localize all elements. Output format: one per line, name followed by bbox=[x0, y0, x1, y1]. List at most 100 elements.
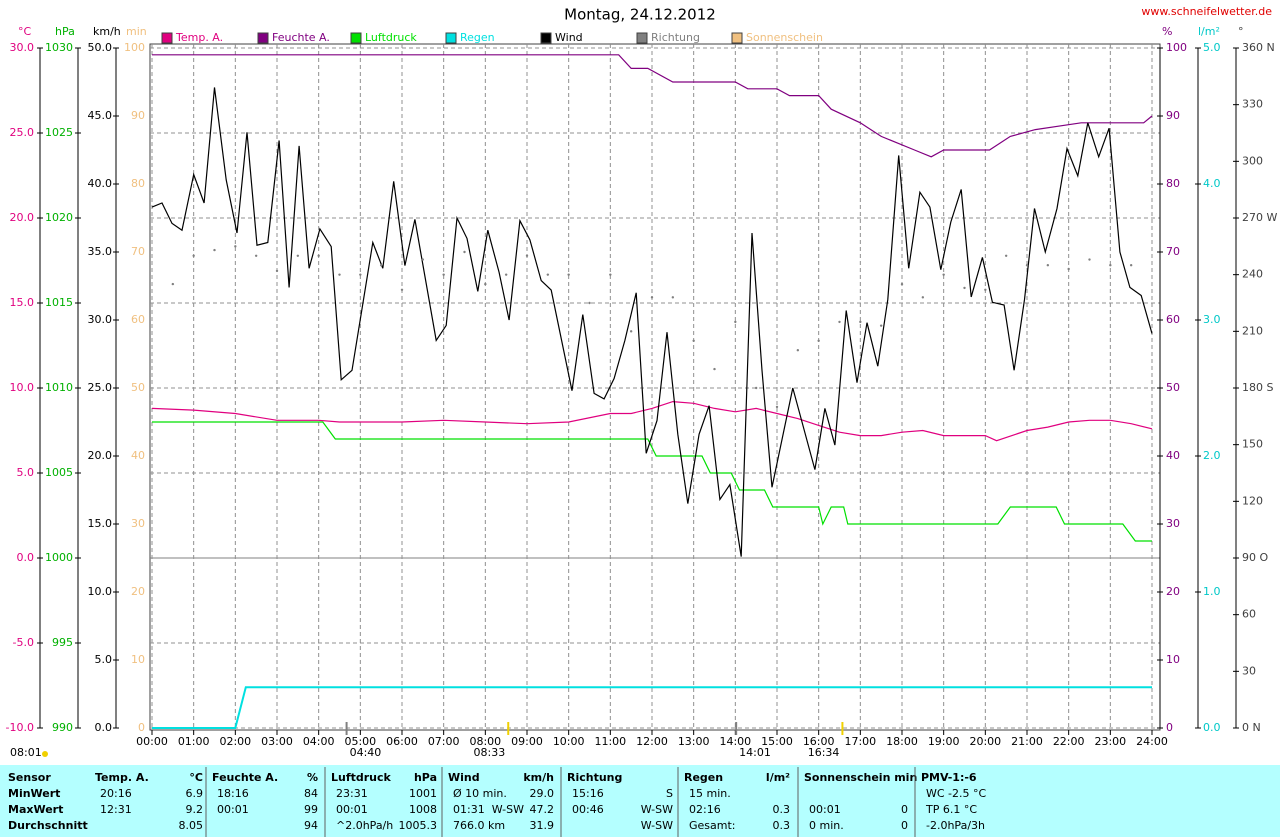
legend-label: Feuchte A. bbox=[272, 31, 330, 44]
cell: 18:16 bbox=[217, 787, 249, 800]
y-tick-label: 1030 bbox=[45, 41, 73, 54]
axis-unit: km/h bbox=[93, 25, 121, 38]
y-tick-label: 60 bbox=[1166, 313, 1180, 326]
y-tick-label: 70 bbox=[1166, 245, 1180, 258]
cell: W-SW bbox=[492, 803, 524, 816]
direction-dot bbox=[213, 248, 216, 252]
x-tick-label: 23:00 bbox=[1094, 735, 1126, 748]
y-tick-label: 40 bbox=[131, 449, 145, 462]
y-tick-label: 90 O bbox=[1242, 551, 1268, 564]
group-unit: hPa bbox=[414, 771, 437, 784]
legend-swatch bbox=[636, 32, 648, 44]
y-tick-label: -10.0 bbox=[6, 721, 34, 734]
direction-dot bbox=[629, 330, 633, 333]
legend-swatch bbox=[731, 32, 743, 44]
cell: 15 min. bbox=[689, 787, 731, 800]
y-tick-label: 25.0 bbox=[10, 126, 35, 139]
cell: 99 bbox=[304, 803, 318, 816]
cell: WC -2.5 °C bbox=[926, 787, 987, 800]
y-tick-label: 10 bbox=[1166, 653, 1180, 666]
direction-dot bbox=[734, 320, 737, 324]
y-tick-label: 1.0 bbox=[1203, 585, 1221, 598]
y-tick-label: 5.0 bbox=[95, 653, 113, 666]
axis-unit: % bbox=[1162, 25, 1172, 38]
y-tick-label: 0 N bbox=[1242, 721, 1261, 734]
y-tick-label: -5.0 bbox=[13, 636, 34, 649]
series-line bbox=[152, 421, 1152, 542]
x-tick-label: 15:00 bbox=[761, 735, 793, 748]
y-tick-label: 30 bbox=[1166, 517, 1180, 530]
y-tick-label: 45.0 bbox=[88, 109, 113, 122]
y-tick-label: 30.0 bbox=[88, 313, 113, 326]
x-tick-label: 18:00 bbox=[886, 735, 918, 748]
direction-dot bbox=[275, 269, 279, 273]
y-tick-label: 2.0 bbox=[1203, 449, 1221, 462]
x-tick-label: 00:00 bbox=[136, 735, 168, 748]
legend-swatch bbox=[445, 32, 457, 44]
x-tick-label: 06:00 bbox=[386, 735, 418, 748]
event-label: 08:33 bbox=[474, 746, 506, 759]
direction-dot bbox=[567, 273, 570, 276]
y-tick-label: 60 bbox=[1242, 608, 1256, 621]
cell: 9.2 bbox=[186, 803, 204, 816]
direction-dot bbox=[1088, 258, 1091, 261]
direction-dot bbox=[838, 320, 841, 324]
direction-dot bbox=[879, 324, 883, 327]
direction-dot bbox=[1129, 264, 1133, 267]
y-tick-label: 1000 bbox=[45, 551, 73, 564]
y-tick-label: 90 bbox=[131, 109, 145, 122]
y-tick-label: 0.0 bbox=[95, 721, 113, 734]
direction-dot bbox=[484, 282, 487, 286]
y-tick-label: 80 bbox=[1166, 177, 1180, 190]
cell: 6.9 bbox=[186, 787, 204, 800]
y-tick-label: 10.0 bbox=[10, 381, 35, 394]
cell: 12:31 bbox=[100, 803, 132, 816]
y-tick-label: 30 bbox=[131, 517, 145, 530]
axis-unit: l/m² bbox=[1198, 25, 1220, 38]
cell: 47.2 bbox=[530, 803, 555, 816]
direction-dot bbox=[338, 273, 341, 276]
cell: 29.0 bbox=[530, 787, 555, 800]
y-tick-label: 1005 bbox=[45, 466, 73, 479]
y-tick-label: 40 bbox=[1166, 449, 1180, 462]
x-tick-label: 22:00 bbox=[1053, 735, 1085, 748]
cell: 0 bbox=[901, 819, 908, 832]
direction-dot bbox=[921, 296, 925, 299]
legend-label: Luftdruck bbox=[365, 31, 417, 44]
direction-dot bbox=[754, 386, 758, 390]
direction-dot bbox=[1109, 264, 1112, 267]
direction-dot bbox=[942, 273, 945, 276]
cell: 23:31 bbox=[336, 787, 368, 800]
legend-label: Richtung bbox=[651, 31, 700, 44]
y-tick-label: 30 bbox=[1242, 664, 1256, 677]
cell: W-SW bbox=[641, 803, 673, 816]
cell: 31.9 bbox=[530, 819, 555, 832]
y-tick-label: 50 bbox=[131, 381, 145, 394]
cell: 0 min. bbox=[809, 819, 844, 832]
x-tick-label: 16:00 bbox=[803, 735, 835, 748]
cell: 0.3 bbox=[773, 819, 791, 832]
x-tick-label: 07:00 bbox=[428, 735, 460, 748]
y-tick-label: 210 bbox=[1242, 324, 1263, 337]
direction-dot bbox=[400, 288, 404, 291]
legend-swatch bbox=[540, 32, 552, 44]
cell: 766.0 km bbox=[453, 819, 505, 832]
axis-unit: ° bbox=[1238, 25, 1244, 38]
source: www.schneifelwetter.de bbox=[1141, 5, 1272, 18]
event-label: 16:34 bbox=[808, 746, 840, 759]
y-tick-label: 270 W bbox=[1242, 211, 1277, 224]
x-tick-label: 19:00 bbox=[928, 735, 960, 748]
y-tick-label: 25.0 bbox=[88, 381, 113, 394]
direction-dot bbox=[296, 254, 300, 257]
cell: 00:01 bbox=[336, 803, 368, 816]
y-tick-label: 0 bbox=[1166, 721, 1173, 734]
x-tick-label: 21:00 bbox=[1011, 735, 1043, 748]
y-tick-label: 30.0 bbox=[10, 41, 35, 54]
y-tick-label: 1020 bbox=[45, 211, 73, 224]
axis-unit: °C bbox=[18, 25, 32, 38]
direction-dot bbox=[234, 245, 237, 248]
x-tick-label: 05:00 bbox=[344, 735, 376, 748]
series-line bbox=[152, 686, 1152, 729]
table-background bbox=[0, 765, 1280, 837]
